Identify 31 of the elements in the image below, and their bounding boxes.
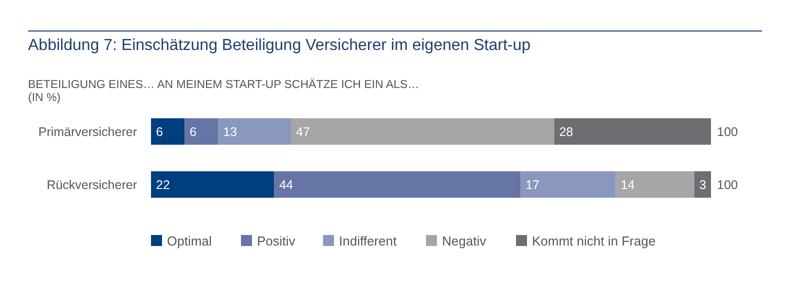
bar [616, 171, 694, 198]
data-label: 17 [526, 178, 540, 192]
data-label: 28 [559, 124, 574, 139]
legend-label: Optimal [167, 234, 212, 249]
data-label: 3 [699, 178, 706, 192]
bar [694, 171, 711, 198]
legend-label: Indifferent [339, 234, 397, 249]
y-tick-label: Primärversicherer [38, 124, 137, 139]
data-label: 44 [279, 178, 294, 192]
bar [274, 171, 521, 198]
data-label: 47 [296, 124, 310, 139]
bar [520, 171, 616, 198]
data-label: 14 [620, 178, 635, 192]
bar [291, 118, 554, 145]
chart-title: Abbildung 7: Einschätzung Beteiligung Versicherer im eigenen Start-up [28, 37, 531, 54]
legend-label: Positiv [257, 234, 296, 249]
bar [184, 118, 218, 145]
bar [554, 118, 711, 145]
data-label: 6 [156, 124, 163, 139]
data-label: 22 [156, 178, 170, 192]
data-label: 13 [223, 124, 238, 139]
total-label: 100 [717, 178, 738, 192]
total-label: 100 [717, 124, 738, 139]
bar [151, 118, 185, 145]
bar [218, 118, 291, 145]
bar [151, 171, 274, 198]
y-tick-label: Rückversicherer [46, 178, 137, 192]
legend-label: Negativ [442, 234, 487, 249]
data-label: 6 [190, 124, 197, 139]
chart-subtitle: BETEILIGUNG EINES… AN MEINEM START-UP SCHÄTZE ICH EIN ALS… (IN %) [28, 78, 420, 104]
legend-label: Kommt nicht in Frage [532, 234, 656, 249]
